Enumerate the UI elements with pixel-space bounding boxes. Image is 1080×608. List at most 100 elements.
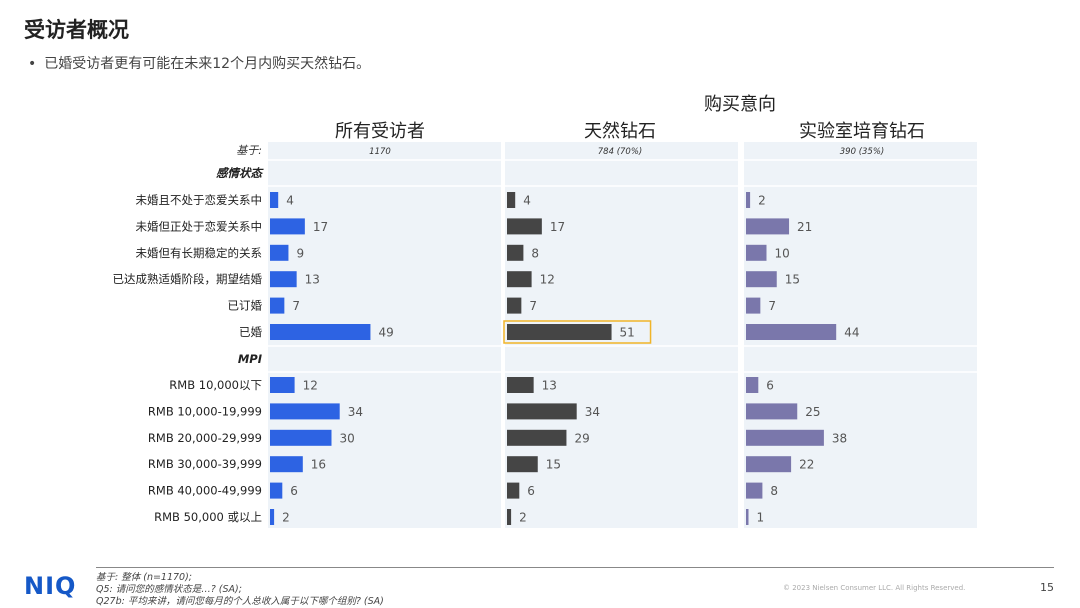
bar [746, 403, 798, 420]
data-label: 4 [523, 194, 531, 208]
data-label: 10 [775, 246, 790, 260]
base-label: 基于: [236, 144, 262, 157]
data-label: 25 [805, 405, 820, 419]
bar [270, 377, 295, 393]
bar [507, 403, 577, 420]
bar [270, 297, 285, 314]
data-label: 21 [797, 220, 812, 234]
group-title: 购买意向 [704, 94, 776, 115]
bar [507, 324, 612, 340]
category-label: RMB 30,000-39,999 [148, 457, 262, 471]
bar [270, 244, 289, 261]
bar [507, 377, 534, 393]
data-label: 2 [519, 511, 527, 525]
data-label: 8 [770, 484, 778, 498]
note-line: Q27b: 平均来讲，请问您每月的个人总收入属于以下哪个组别? (SA) [96, 596, 384, 607]
bar [270, 403, 340, 420]
section-label: 感情状态 [216, 166, 264, 180]
data-label: 7 [768, 299, 776, 313]
data-label: 6 [290, 484, 298, 498]
data-label: 1 [757, 511, 765, 525]
data-label: 7 [529, 299, 537, 313]
bar [746, 324, 837, 340]
data-label: 51 [620, 326, 635, 340]
data-label: 17 [313, 220, 328, 234]
bar [270, 509, 275, 525]
bar [746, 377, 759, 393]
category-label: 已婚 [239, 325, 262, 339]
category-label: RMB 10,000以下 [169, 378, 262, 392]
data-label: 44 [844, 326, 859, 340]
panel-header: 天然钻石 [584, 121, 656, 142]
bar [507, 192, 516, 208]
bar [507, 429, 567, 446]
category-label: RMB 10,000-19,999 [148, 404, 262, 418]
slide-title: 受访者概况 [24, 18, 129, 42]
bar [746, 456, 792, 473]
data-label: 4 [286, 194, 294, 208]
data-label: 29 [574, 431, 589, 445]
bar [270, 218, 305, 235]
data-label: 6 [527, 484, 535, 498]
page-number: 15 [1040, 581, 1054, 594]
bar [507, 271, 532, 288]
bar [507, 509, 512, 525]
bar [507, 482, 520, 499]
bar [746, 482, 763, 499]
data-label: 9 [296, 246, 304, 260]
data-label: 12 [540, 273, 555, 287]
base-value: 784 (70%) [598, 147, 642, 157]
data-label: 12 [303, 379, 318, 393]
note-line: Q5: 请问您的感情状态是…? (SA); [96, 584, 242, 595]
category-label: 未婚但正处于恋爱关系中 [136, 219, 263, 233]
bar [746, 509, 749, 525]
data-label: 2 [282, 511, 290, 525]
key-finding: • 已婚受访者更有可能在未来12个月内购买天然钻石。 [28, 53, 370, 73]
category-label: RMB 20,000-29,999 [148, 431, 262, 445]
base-value: 1170 [369, 147, 391, 157]
bar [270, 271, 297, 288]
category-label: 已订婚 [228, 299, 263, 313]
bar [746, 271, 777, 288]
note-line: 基于: 整体 (n=1170); [96, 572, 193, 583]
data-label: 17 [550, 220, 565, 234]
bar [270, 429, 332, 446]
data-label: 22 [799, 458, 814, 472]
bullet-dot: • [28, 56, 37, 72]
bar [507, 218, 542, 235]
bar [507, 244, 524, 261]
highlight-box [503, 320, 652, 344]
panel-header: 实验室培育钻石 [799, 121, 925, 142]
data-label: 30 [340, 431, 355, 445]
bar [746, 192, 751, 208]
data-label: 34 [348, 405, 363, 419]
bar [746, 244, 767, 261]
footer-notes: 基于: 整体 (n=1170); Q5: 请问您的感情状态是…? (SA); Q… [96, 572, 384, 608]
bar [270, 456, 303, 473]
panel-header: 所有受访者 [335, 121, 425, 142]
footer-divider [96, 567, 1054, 568]
bar [507, 456, 538, 473]
data-label: 2 [758, 194, 766, 208]
key-finding-text: 已婚受访者更有可能在未来12个月内购买天然钻石。 [44, 56, 371, 72]
data-label: 7 [292, 299, 300, 313]
data-label: 8 [531, 246, 539, 260]
category-label: RMB 40,000-49,999 [148, 484, 262, 498]
category-label: 未婚但有长期稳定的关系 [136, 246, 263, 260]
category-label: 未婚且不处于恋爱关系中 [136, 193, 263, 207]
bar [507, 297, 522, 314]
category-label: RMB 50,000 或以上 [154, 510, 262, 524]
bar [270, 482, 283, 499]
bar [746, 218, 790, 235]
section-label: MPI [238, 352, 263, 366]
niq-logo: NIQ [24, 572, 77, 600]
base-value: 390 (35%) [840, 147, 884, 157]
data-label: 13 [542, 379, 557, 393]
bar [270, 192, 279, 208]
data-label: 38 [832, 431, 847, 445]
bar [746, 429, 824, 446]
copyright: © 2023 Nielsen Consumer LLC. All Rights … [783, 584, 966, 592]
bar [746, 297, 761, 314]
category-label: 已达成熟适婚阶段，期望结婚 [113, 272, 263, 286]
